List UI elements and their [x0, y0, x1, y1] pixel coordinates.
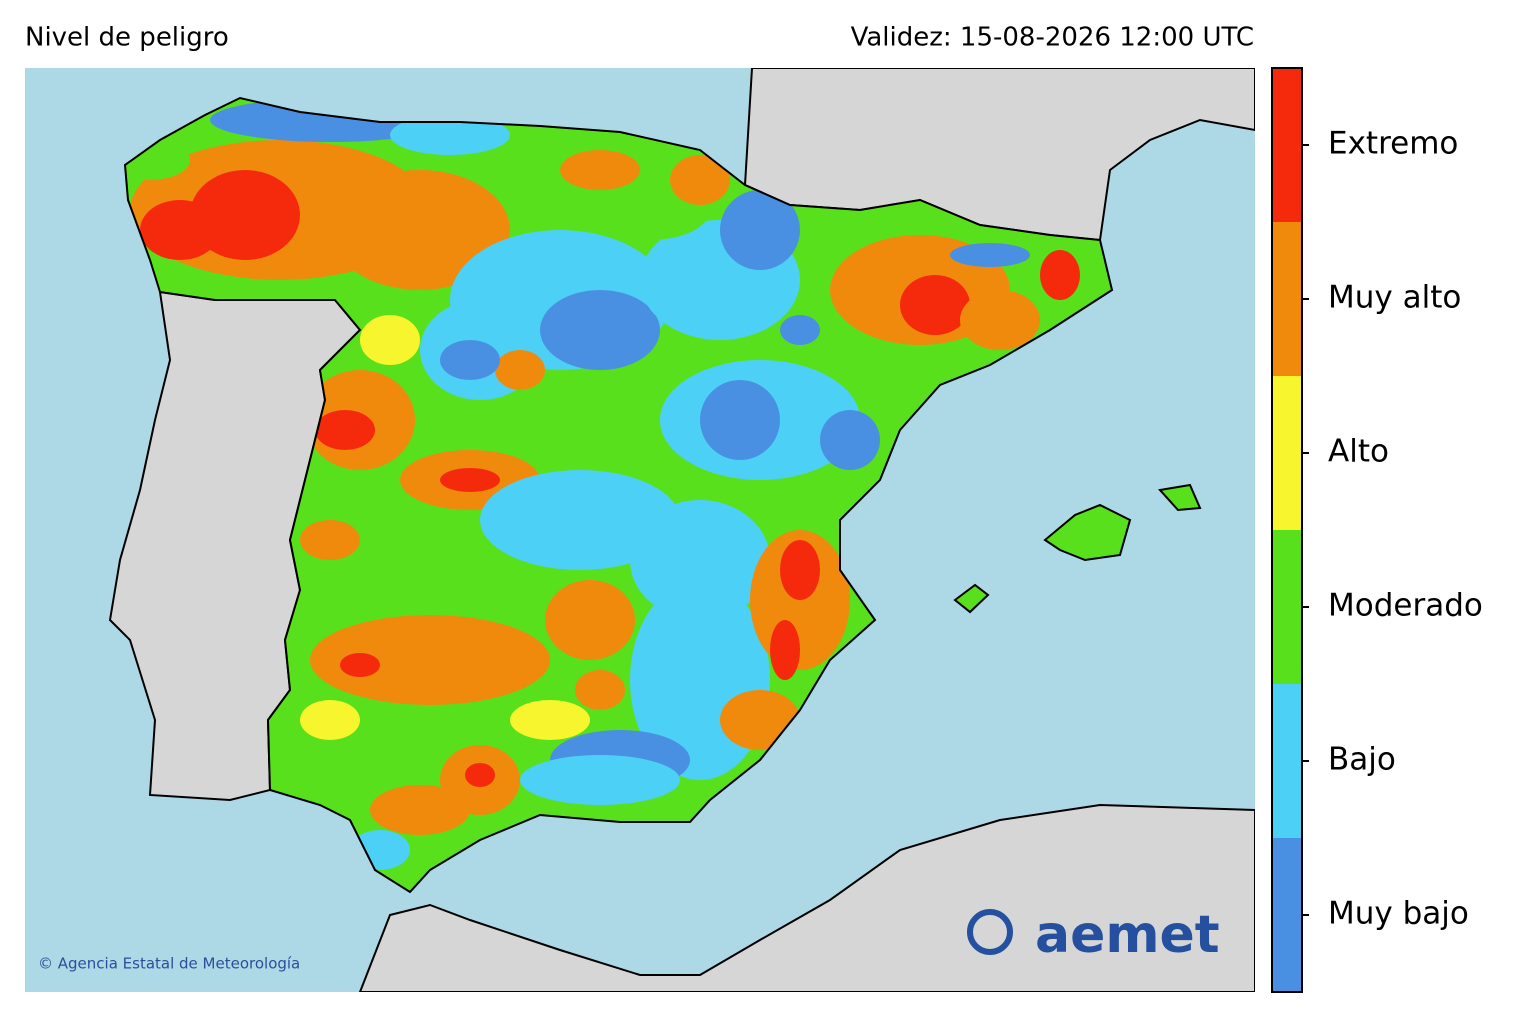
hazard-area: [560, 150, 640, 190]
map-title: Nivel de peligro: [25, 23, 229, 53]
hazard-area: [700, 380, 780, 460]
hazard-area: [480, 470, 680, 570]
colorbar-segment: [1272, 222, 1302, 376]
hazard-area: [770, 620, 800, 680]
hazard-area: [575, 670, 625, 710]
hazard-area: [440, 468, 500, 492]
north-africa: [358, 803, 1255, 992]
hazard-area: [900, 275, 970, 335]
legend-label: Extremo: [1328, 126, 1458, 162]
hazard-area: [370, 785, 470, 835]
hazard-area: [330, 170, 510, 290]
legend-label: Bajo: [1328, 742, 1396, 778]
hazard-area: [300, 700, 360, 740]
hazard-area: [390, 115, 510, 155]
hazard-area: [340, 653, 380, 677]
hazard-area: [960, 290, 1040, 350]
hazard-area: [950, 243, 1030, 267]
hazard-area: [440, 340, 500, 380]
hazard-area: [540, 290, 660, 370]
hazard-area: [465, 763, 495, 787]
hazard-area: [315, 410, 375, 450]
colorbar-segment: [1272, 376, 1302, 530]
colorbar-segment: [1272, 530, 1302, 684]
colorbar-segment: [1272, 68, 1302, 222]
colorbar: Muy bajo Bajo Moderado Alto Muy alto Extremo: [1271, 67, 1483, 993]
logo: aemet: [967, 905, 1220, 965]
hazard-area: [780, 315, 820, 345]
legend-label: Alto: [1328, 434, 1389, 470]
hazard-area: [1040, 250, 1080, 300]
hazard-area: [360, 315, 420, 365]
hazard-area: [495, 350, 545, 390]
colorbar-frame: [1271, 67, 1303, 993]
logo-icon: [967, 909, 1013, 955]
hazard-area: [300, 520, 360, 560]
hazard-area: [310, 615, 550, 705]
legend-label: Muy alto: [1328, 280, 1461, 316]
hazard-area: [510, 700, 590, 740]
map: © Agencia Estatal de Meteorología aemet: [25, 68, 1255, 992]
logo-text: aemet: [1035, 905, 1220, 965]
hazard-area: [545, 580, 635, 660]
hazard-area: [820, 410, 880, 470]
credit: © Agencia Estatal de Meteorología: [38, 955, 300, 973]
validity: Validez: 15-08-2026 12:00 UTC: [851, 23, 1254, 53]
hazard-area: [140, 200, 220, 260]
hazard-area: [520, 755, 680, 805]
colorbar-segment: [1272, 838, 1302, 992]
hazard-area: [630, 500, 770, 620]
hazard-area: [720, 190, 800, 270]
hazard-area: [670, 155, 730, 205]
legend-label: Muy bajo: [1328, 896, 1469, 932]
colorbar-segment: [1272, 684, 1302, 838]
hazard-areas: [125, 98, 1080, 870]
hazard-area: [780, 540, 820, 600]
legend-label: Moderado: [1328, 588, 1483, 624]
balearic-islands: [953, 483, 1202, 614]
